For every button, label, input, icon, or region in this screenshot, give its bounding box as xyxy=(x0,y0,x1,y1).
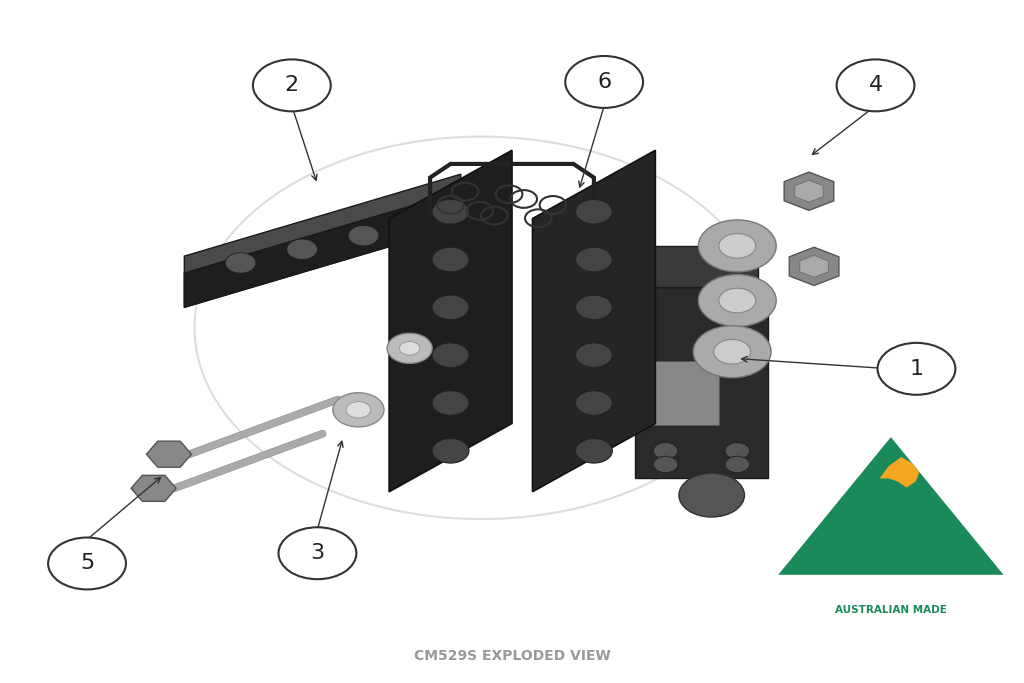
Text: 6: 6 xyxy=(597,72,611,92)
Circle shape xyxy=(225,253,256,273)
Circle shape xyxy=(714,339,751,364)
Circle shape xyxy=(399,342,420,355)
Polygon shape xyxy=(800,255,828,277)
Polygon shape xyxy=(389,150,512,492)
Polygon shape xyxy=(532,150,655,492)
Circle shape xyxy=(575,247,612,272)
FancyBboxPatch shape xyxy=(643,361,719,425)
Circle shape xyxy=(432,247,469,272)
Text: CM529S EXPLODED VIEW: CM529S EXPLODED VIEW xyxy=(414,649,610,663)
Circle shape xyxy=(346,402,371,418)
Polygon shape xyxy=(790,247,839,285)
Circle shape xyxy=(837,59,914,111)
Circle shape xyxy=(575,199,612,224)
Circle shape xyxy=(575,295,612,320)
FancyBboxPatch shape xyxy=(645,246,758,287)
Circle shape xyxy=(575,438,612,463)
Polygon shape xyxy=(184,174,461,273)
Circle shape xyxy=(725,443,750,459)
Circle shape xyxy=(387,333,432,363)
Text: 2: 2 xyxy=(285,75,299,96)
Circle shape xyxy=(287,239,317,260)
Circle shape xyxy=(698,275,776,326)
Circle shape xyxy=(679,473,744,517)
Polygon shape xyxy=(784,172,834,210)
Circle shape xyxy=(279,527,356,579)
Circle shape xyxy=(432,343,469,367)
Circle shape xyxy=(48,538,126,589)
Polygon shape xyxy=(146,441,191,467)
Circle shape xyxy=(432,438,469,463)
Circle shape xyxy=(719,234,756,258)
Text: 4: 4 xyxy=(868,75,883,96)
Text: 5: 5 xyxy=(80,553,94,574)
Circle shape xyxy=(575,391,612,415)
Polygon shape xyxy=(131,475,176,501)
Circle shape xyxy=(253,59,331,111)
Circle shape xyxy=(432,199,469,224)
Circle shape xyxy=(432,391,469,415)
Circle shape xyxy=(719,288,756,313)
Circle shape xyxy=(575,343,612,367)
Text: 1: 1 xyxy=(909,359,924,379)
Circle shape xyxy=(725,456,750,473)
Text: 3: 3 xyxy=(310,543,325,563)
Circle shape xyxy=(698,220,776,272)
Circle shape xyxy=(348,225,379,246)
Polygon shape xyxy=(184,191,461,307)
Polygon shape xyxy=(795,180,823,202)
Circle shape xyxy=(653,443,678,459)
Circle shape xyxy=(565,56,643,108)
Circle shape xyxy=(693,326,771,378)
Polygon shape xyxy=(184,191,461,307)
FancyBboxPatch shape xyxy=(635,287,768,478)
Circle shape xyxy=(653,456,678,473)
Circle shape xyxy=(333,393,384,427)
Polygon shape xyxy=(778,437,1004,575)
Circle shape xyxy=(432,295,469,320)
Text: AUSTRALIAN MADE: AUSTRALIAN MADE xyxy=(835,604,947,615)
Circle shape xyxy=(878,343,955,395)
Polygon shape xyxy=(880,457,920,488)
